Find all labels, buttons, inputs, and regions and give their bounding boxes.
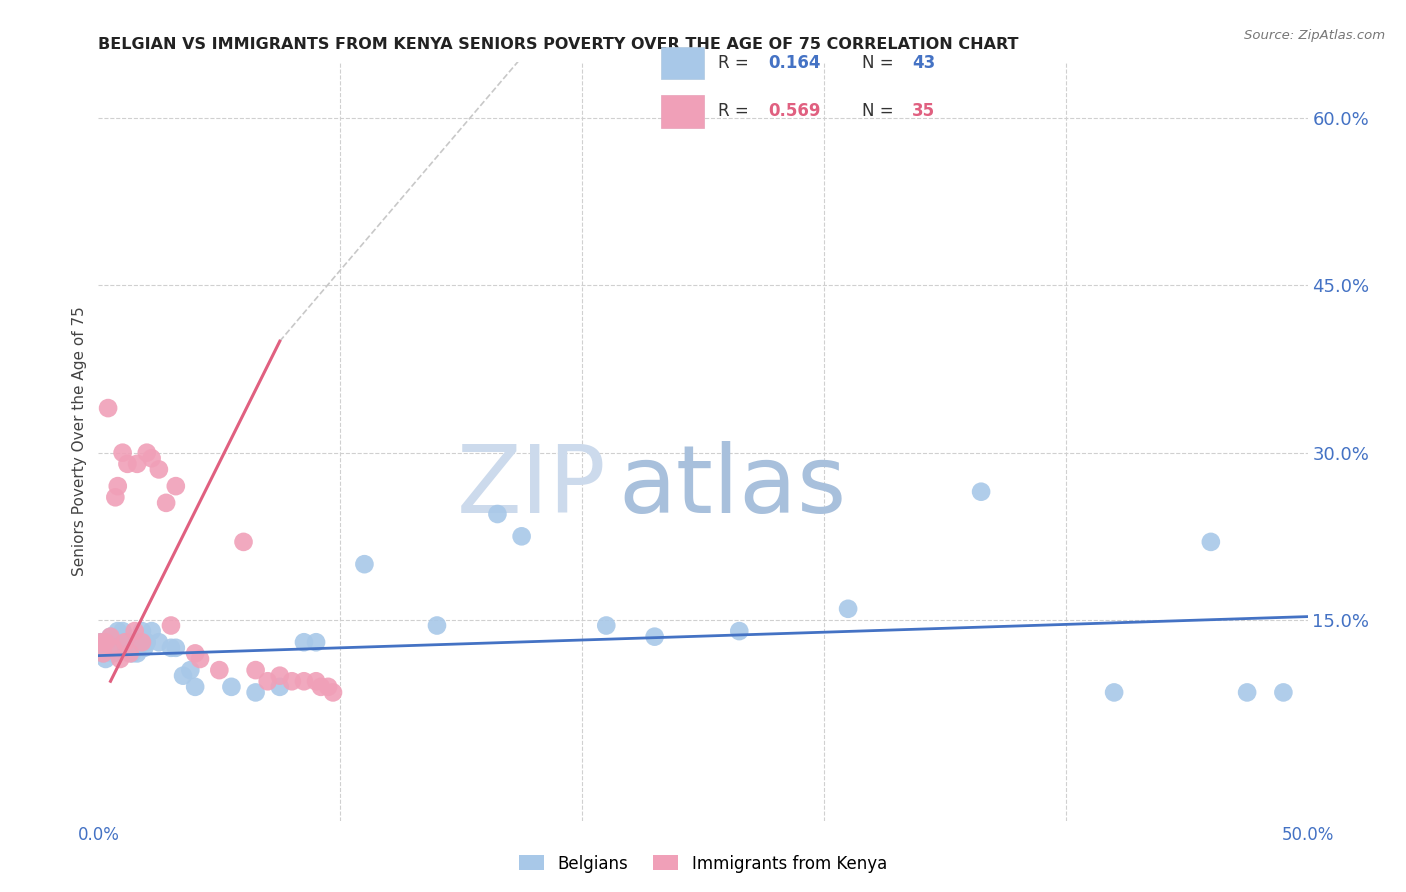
Point xyxy=(179,663,201,677)
Point xyxy=(101,646,124,660)
Point xyxy=(121,646,143,660)
Point xyxy=(305,635,328,649)
Point xyxy=(127,646,149,660)
Point xyxy=(114,635,136,649)
Point xyxy=(100,630,122,644)
Point xyxy=(426,618,449,632)
Point xyxy=(256,674,278,689)
Point xyxy=(90,635,112,649)
Point xyxy=(91,646,114,660)
Point xyxy=(184,680,207,694)
Point xyxy=(127,457,149,471)
Point xyxy=(160,640,183,655)
Point xyxy=(1102,685,1125,699)
Point xyxy=(100,630,122,644)
Point xyxy=(148,462,170,476)
Point xyxy=(1236,685,1258,699)
Point xyxy=(165,640,187,655)
Text: ZIP: ZIP xyxy=(457,441,606,533)
Point xyxy=(269,680,291,694)
Point xyxy=(141,624,163,639)
Point xyxy=(131,624,153,639)
Point xyxy=(131,635,153,649)
Point xyxy=(108,652,131,666)
Point xyxy=(94,635,117,649)
Text: R =: R = xyxy=(718,103,755,120)
Point xyxy=(135,635,157,649)
Point xyxy=(101,640,124,655)
Point xyxy=(111,624,134,639)
FancyBboxPatch shape xyxy=(661,47,704,79)
Point xyxy=(117,457,139,471)
Point xyxy=(117,635,139,649)
Point xyxy=(309,680,332,694)
Text: 0.569: 0.569 xyxy=(769,103,821,120)
Point xyxy=(245,685,267,699)
Text: N =: N = xyxy=(862,103,898,120)
Legend: Belgians, Immigrants from Kenya: Belgians, Immigrants from Kenya xyxy=(513,848,893,880)
Point xyxy=(837,602,859,616)
Point xyxy=(155,496,177,510)
Point xyxy=(148,635,170,649)
Point xyxy=(245,663,267,677)
Point xyxy=(135,446,157,460)
Text: N =: N = xyxy=(862,54,898,72)
Point xyxy=(114,640,136,655)
Point xyxy=(97,401,120,416)
Point xyxy=(1199,534,1222,549)
Point xyxy=(108,640,131,655)
Point xyxy=(292,635,315,649)
Point xyxy=(90,635,112,649)
Point xyxy=(970,484,993,499)
Point xyxy=(353,557,375,572)
Point xyxy=(104,635,127,649)
Point xyxy=(107,479,129,493)
Text: BELGIAN VS IMMIGRANTS FROM KENYA SENIORS POVERTY OVER THE AGE OF 75 CORRELATION : BELGIAN VS IMMIGRANTS FROM KENYA SENIORS… xyxy=(98,37,1019,52)
Point xyxy=(91,646,114,660)
Point xyxy=(134,640,156,655)
Point xyxy=(165,479,187,493)
Point xyxy=(104,490,127,504)
Point xyxy=(595,618,617,632)
Point xyxy=(124,635,146,649)
Point xyxy=(208,663,231,677)
Point xyxy=(97,640,120,655)
Point xyxy=(141,451,163,466)
Point xyxy=(305,674,328,689)
Text: 35: 35 xyxy=(912,103,935,120)
Point xyxy=(316,680,339,694)
Point xyxy=(292,674,315,689)
Point xyxy=(111,446,134,460)
Text: Source: ZipAtlas.com: Source: ZipAtlas.com xyxy=(1244,29,1385,42)
Point xyxy=(232,534,254,549)
Text: atlas: atlas xyxy=(619,441,846,533)
Point xyxy=(281,674,304,689)
Point xyxy=(94,652,117,666)
Text: 43: 43 xyxy=(912,54,935,72)
Point xyxy=(486,507,509,521)
Text: R =: R = xyxy=(718,54,755,72)
Y-axis label: Seniors Poverty Over the Age of 75: Seniors Poverty Over the Age of 75 xyxy=(72,307,87,576)
Point xyxy=(188,652,211,666)
Point xyxy=(221,680,243,694)
Point xyxy=(124,624,146,639)
Point xyxy=(269,669,291,683)
Point xyxy=(728,624,751,639)
Point xyxy=(118,646,141,660)
Point xyxy=(322,685,344,699)
Point xyxy=(510,529,533,543)
Point xyxy=(107,624,129,639)
Point xyxy=(644,630,666,644)
FancyBboxPatch shape xyxy=(661,95,704,128)
Point xyxy=(160,618,183,632)
Point xyxy=(1272,685,1295,699)
Point xyxy=(184,646,207,660)
Point xyxy=(172,669,194,683)
Text: 0.164: 0.164 xyxy=(769,54,821,72)
